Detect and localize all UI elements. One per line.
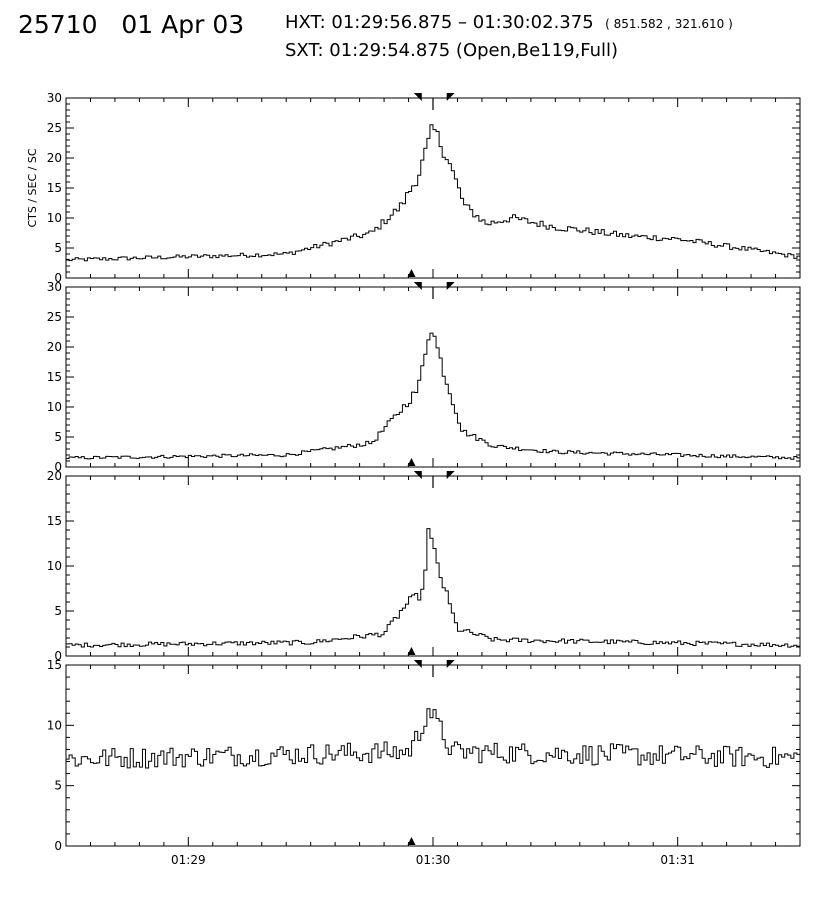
panel-3-light-curve (66, 528, 800, 648)
panel-4-ytick-label: 5 (54, 779, 62, 793)
panel-3-ytick-label: 15 (47, 514, 62, 528)
hxt-line: HXT: 01:29:56.875 – 01:30:02.375 ( 851.5… (285, 12, 733, 33)
event-date: 01 Apr 03 (121, 10, 245, 39)
panel-2-ytick-label: 15 (47, 370, 62, 384)
hxt-end-marker (446, 471, 455, 479)
panel-2-light-curve (66, 332, 800, 460)
panel-4-ytick-label: 0 (54, 839, 62, 853)
hxt-coordinates: ( 851.582 , 321.610 ) (605, 17, 733, 31)
event-id: 25710 (18, 10, 98, 39)
sxt-marker (407, 269, 416, 277)
hxt-end-marker (446, 93, 455, 101)
panel-2-ytick-label: 25 (47, 310, 62, 324)
hxt-start-marker (413, 282, 422, 290)
sxt-label: SXT: (285, 40, 324, 61)
panel-3-ytick-label: 0 (54, 649, 62, 663)
xtick-label: 01:30 (416, 853, 451, 867)
panel-3-ytick-label: 5 (54, 604, 62, 618)
panel-2-ytick-label: 20 (47, 340, 62, 354)
hxt-end-marker (446, 660, 455, 668)
hxt-end-marker (446, 282, 455, 290)
sxt-time: 01:29:54.875 (329, 40, 451, 61)
panel-4-ytick-label: 10 (47, 718, 62, 732)
y-axis-title: CTS / SEC / SC (26, 148, 39, 227)
hxt-label: HXT: (285, 12, 326, 33)
panel-3-frame (65, 475, 801, 657)
hxt-start-marker (413, 660, 422, 668)
sxt-config: (Open,Be119,Full) (455, 40, 619, 61)
panel-2-ytick-label: 30 (47, 280, 62, 294)
panel-4-light-curve (66, 708, 800, 769)
panel-1-ytick-label: 25 (47, 121, 62, 135)
panel-1-ytick-label: 30 (47, 91, 62, 105)
panel-1-ytick-label: 20 (47, 151, 62, 165)
sxt-marker (407, 458, 416, 466)
panel-3-ytick-label: 20 (47, 469, 62, 483)
panel-1-ytick-label: 10 (47, 211, 62, 225)
event-header: 25710 01 Apr 03 (18, 10, 244, 39)
panel-2-ytick-label: 10 (47, 400, 62, 414)
panel-2-ytick-label: 0 (54, 460, 62, 474)
panel-2-frame (65, 286, 801, 468)
hxt-start-marker (413, 93, 422, 101)
sxt-line: SXT: 01:29:54.875 (Open,Be119,Full) (285, 40, 618, 61)
panel-2-ytick-label: 5 (54, 430, 62, 444)
panel-4-ytick-label: 15 (47, 658, 62, 672)
sxt-marker (407, 647, 416, 655)
xtick-label: 01:29 (171, 853, 206, 867)
panel-1-light-curve (66, 124, 800, 262)
hxt-start-marker (413, 471, 422, 479)
xtick-label: 01:31 (660, 853, 695, 867)
panel-3-ytick-label: 10 (47, 559, 62, 573)
panel-1-ytick-label: 15 (47, 181, 62, 195)
panel-1-ytick-label: 0 (54, 271, 62, 285)
sxt-marker (407, 837, 416, 845)
hxt-range: 01:29:56.875 – 01:30:02.375 (331, 12, 594, 33)
panel-1-ytick-label: 5 (54, 241, 62, 255)
